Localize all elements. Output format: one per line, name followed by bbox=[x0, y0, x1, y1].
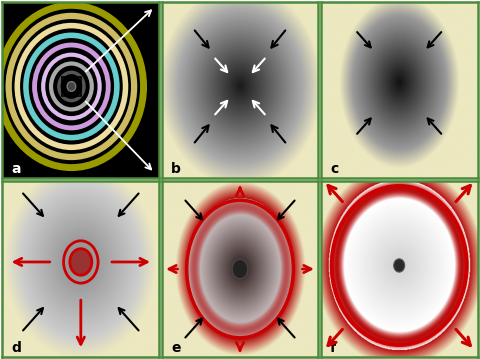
Ellipse shape bbox=[232, 259, 248, 279]
Text: f: f bbox=[330, 341, 336, 355]
Ellipse shape bbox=[70, 249, 92, 275]
Text: b: b bbox=[171, 162, 181, 176]
Text: e: e bbox=[171, 341, 180, 355]
Text: c: c bbox=[330, 162, 338, 176]
Ellipse shape bbox=[394, 259, 405, 272]
Bar bbox=[62, 77, 81, 96]
Ellipse shape bbox=[67, 81, 76, 91]
Text: d: d bbox=[12, 341, 22, 355]
Text: a: a bbox=[12, 162, 21, 176]
